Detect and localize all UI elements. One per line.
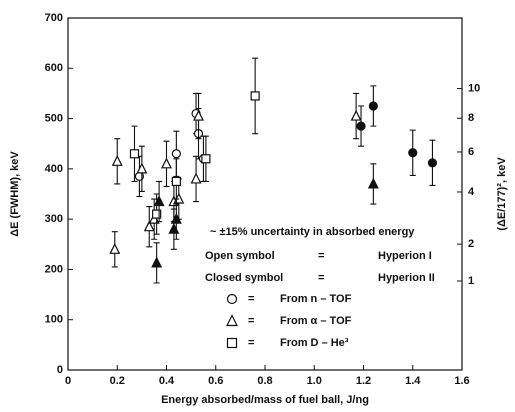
- y2-tick-label: 1: [468, 275, 474, 287]
- marker: [408, 148, 418, 158]
- marker: [350, 109, 362, 121]
- annotation: =: [318, 250, 324, 262]
- annotation: Hyperion I: [378, 250, 432, 262]
- x-tick-label: 1.2: [356, 375, 371, 387]
- marker: [109, 242, 121, 254]
- legend-label: From α – TOF: [280, 315, 352, 327]
- x-tick-label: 0.4: [159, 375, 175, 387]
- x-tick-label: 0: [65, 375, 71, 387]
- marker: [111, 154, 123, 166]
- marker: [168, 222, 180, 234]
- marker: [356, 121, 366, 131]
- marker: [136, 162, 148, 174]
- y2-tick-label: 4: [468, 186, 475, 198]
- legend-sign: =: [248, 293, 254, 305]
- marker: [201, 154, 211, 164]
- marker: [129, 149, 140, 159]
- marker: [367, 177, 379, 189]
- marker: [170, 212, 182, 224]
- x-tick-label: 0.6: [208, 375, 223, 387]
- y2-tick-label: 8: [468, 112, 474, 124]
- marker: [143, 220, 155, 232]
- annotation: ~ ±15% uncertainty in absorbed energy: [210, 226, 415, 238]
- y-tick-label: 600: [45, 62, 63, 74]
- y-tick-label: 400: [45, 163, 63, 175]
- x-tick-label: 1.6: [454, 375, 469, 387]
- legend-marker: [226, 293, 238, 305]
- x-tick-label: 1.0: [307, 375, 322, 387]
- y-tick-label: 200: [45, 263, 63, 275]
- annotation: Hyperion II: [378, 272, 435, 284]
- marker: [153, 195, 165, 207]
- y-tick-label: 300: [45, 213, 63, 225]
- marker: [161, 157, 172, 169]
- marker: [190, 172, 202, 184]
- annotation: Closed symbol: [205, 272, 283, 284]
- legend-sign: =: [248, 315, 254, 327]
- y2-axis-label: (ΔE/177)², keV: [496, 157, 508, 231]
- annotation: Open symbol: [205, 250, 275, 262]
- plot-frame: [67, 17, 463, 371]
- legend-sign: =: [248, 337, 254, 349]
- marker: [193, 109, 204, 121]
- annotation: =: [318, 272, 324, 284]
- x-tick-label: 1.4: [405, 375, 421, 387]
- marker: [171, 176, 181, 187]
- x-tick-label: 0.2: [110, 375, 125, 387]
- legend-marker: [226, 337, 238, 349]
- legend-label: From n – TOF: [280, 293, 352, 305]
- marker: [151, 256, 163, 268]
- marker: [250, 91, 260, 101]
- legend-marker: [226, 314, 238, 327]
- y-tick-label: 100: [45, 314, 63, 326]
- y2-tick-label: 6: [468, 146, 474, 158]
- y2-tick-label: 2: [468, 238, 474, 250]
- legend-label: From D – He³: [280, 337, 349, 349]
- x-axis-label: Energy absorbed/mass of fuel ball, J/ng: [161, 394, 369, 406]
- marker: [427, 158, 438, 168]
- y-tick-label: 700: [45, 12, 63, 24]
- y-tick-label: 0: [57, 364, 63, 376]
- x-tick-label: 0.8: [257, 375, 272, 387]
- y-axis-label: ΔE (FWHM), keV: [9, 151, 21, 237]
- marker: [152, 209, 162, 219]
- y-tick-label: 500: [45, 112, 63, 124]
- marker: [368, 101, 378, 111]
- y2-tick-label: 10: [468, 82, 480, 94]
- marker: [171, 149, 181, 159]
